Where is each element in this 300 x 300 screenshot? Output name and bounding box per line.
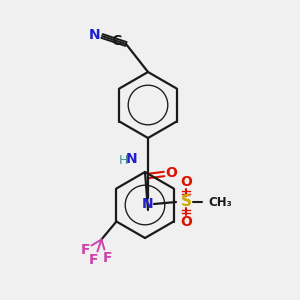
- Text: F: F: [103, 250, 112, 265]
- Text: CH₃: CH₃: [208, 196, 232, 208]
- Text: N: N: [89, 28, 101, 42]
- Text: O: O: [180, 175, 192, 189]
- Text: F: F: [89, 253, 98, 266]
- Text: S: S: [181, 194, 191, 209]
- Text: N: N: [142, 197, 154, 211]
- Text: H: H: [118, 154, 128, 167]
- Text: O: O: [180, 215, 192, 229]
- Text: N: N: [126, 152, 138, 166]
- Text: F: F: [81, 242, 90, 256]
- Text: O: O: [165, 166, 177, 180]
- Text: C: C: [111, 34, 121, 48]
